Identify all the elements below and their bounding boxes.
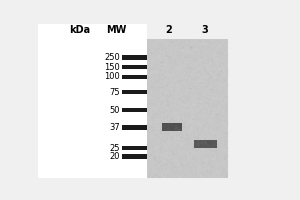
Text: 150: 150 <box>104 63 120 72</box>
Text: 250: 250 <box>104 53 120 62</box>
Text: 20: 20 <box>110 152 120 161</box>
Text: 50: 50 <box>110 106 120 115</box>
Text: 3: 3 <box>202 25 208 35</box>
Text: 2: 2 <box>166 25 172 35</box>
Text: 37: 37 <box>109 123 120 132</box>
Text: MW: MW <box>106 25 127 35</box>
Text: kDa: kDa <box>69 25 90 35</box>
Bar <box>122 65 147 69</box>
Bar <box>122 125 147 130</box>
Bar <box>122 108 147 112</box>
Bar <box>162 123 182 131</box>
Text: 75: 75 <box>110 88 120 97</box>
Bar <box>38 24 147 178</box>
Bar <box>122 55 147 60</box>
Bar <box>122 154 147 159</box>
Bar <box>122 90 147 94</box>
Bar <box>147 39 228 178</box>
Bar <box>122 75 147 79</box>
Bar <box>122 146 147 150</box>
Bar <box>194 140 217 148</box>
Text: 25: 25 <box>110 144 120 153</box>
Text: 100: 100 <box>104 72 120 81</box>
